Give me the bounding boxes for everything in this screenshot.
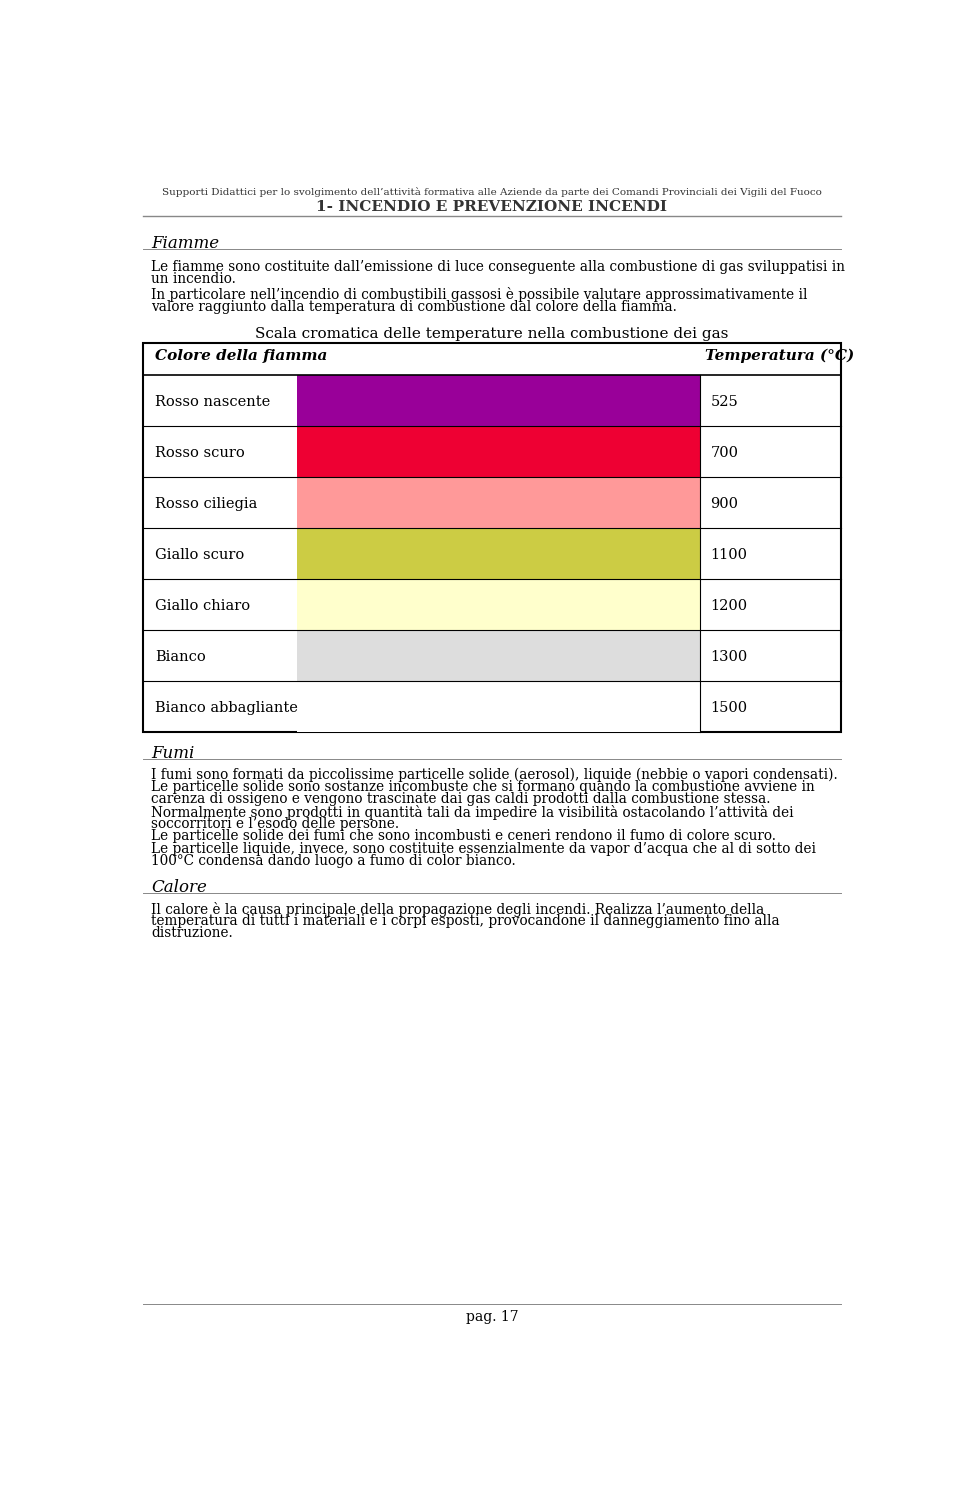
Text: 525: 525 xyxy=(710,395,738,410)
Text: Le particelle liquide, invece, sono costituite essenzialmente da vapor d’acqua c: Le particelle liquide, invece, sono cost… xyxy=(151,842,816,856)
Bar xyxy=(297,375,700,426)
Text: Scala cromatica delle temperature nella combustione dei gas: Scala cromatica delle temperature nella … xyxy=(255,328,729,341)
Text: temperatura di tutti i materiali e i corpi esposti, provocandone il danneggiamen: temperatura di tutti i materiali e i cor… xyxy=(151,914,780,928)
Text: 100°C condensa dando luogo a fumo di color bianco.: 100°C condensa dando luogo a fumo di col… xyxy=(151,854,516,868)
Text: pag. 17: pag. 17 xyxy=(466,1310,518,1324)
Text: distruzione.: distruzione. xyxy=(151,926,232,941)
Text: Rosso nascente: Rosso nascente xyxy=(155,395,270,410)
Text: 1500: 1500 xyxy=(710,702,748,715)
Text: In particolare nell’incendio di combustibili gassosi è possibile valutare appros: In particolare nell’incendio di combusti… xyxy=(151,287,807,302)
Bar xyxy=(297,681,700,733)
Bar xyxy=(143,343,841,733)
Text: Colore della fiamma: Colore della fiamma xyxy=(155,349,327,364)
Text: 1100: 1100 xyxy=(710,549,748,562)
Text: carenza di ossigeno e vengono trascinate dai gas caldi prodotti dalla combustion: carenza di ossigeno e vengono trascinate… xyxy=(151,793,771,806)
Text: Giallo scuro: Giallo scuro xyxy=(155,549,244,562)
Bar xyxy=(297,630,700,681)
Text: Rosso scuro: Rosso scuro xyxy=(155,446,245,461)
Bar xyxy=(297,579,700,630)
Text: Giallo chiaro: Giallo chiaro xyxy=(155,600,250,613)
Text: Normalmente sono prodotti in quantità tali da impedire la visibilità ostacolando: Normalmente sono prodotti in quantità ta… xyxy=(151,805,794,820)
Text: 1300: 1300 xyxy=(710,651,748,664)
Text: valore raggiunto dalla temperatura di combustione dal colore della fiamma.: valore raggiunto dalla temperatura di co… xyxy=(151,299,677,314)
Text: Fumi: Fumi xyxy=(151,745,194,761)
Text: 1200: 1200 xyxy=(710,600,748,613)
Text: Bianco abbagliante: Bianco abbagliante xyxy=(155,702,298,715)
Text: 900: 900 xyxy=(710,497,738,512)
Text: Le particelle solide sono sostanze incombuste che si formano quando la combustio: Le particelle solide sono sostanze incom… xyxy=(151,779,815,794)
Text: 1- INCENDIO E PREVENZIONE INCENDI: 1- INCENDIO E PREVENZIONE INCENDI xyxy=(317,199,667,214)
Text: Bianco: Bianco xyxy=(155,651,205,664)
Text: Rosso ciliegia: Rosso ciliegia xyxy=(155,497,257,512)
Text: I fumi sono formati da piccolissime particelle solide (aerosol), liquide (nebbie: I fumi sono formati da piccolissime part… xyxy=(151,767,838,782)
Text: soccorritori e l’esodo delle persone.: soccorritori e l’esodo delle persone. xyxy=(151,817,399,832)
Bar xyxy=(297,477,700,528)
Bar xyxy=(297,426,700,477)
Text: Calore: Calore xyxy=(151,878,206,896)
Text: Il calore è la causa principale della propagazione degli incendi. Realizza l’aum: Il calore è la causa principale della pr… xyxy=(151,902,764,917)
Text: un incendio.: un incendio. xyxy=(151,272,236,286)
Text: Le particelle solide dei fumi che sono incombusti e ceneri rendono il fumo di co: Le particelle solide dei fumi che sono i… xyxy=(151,829,776,844)
Text: Supporti Didattici per lo svolgimento dell’attività formativa alle Aziende da pa: Supporti Didattici per lo svolgimento de… xyxy=(162,187,822,197)
Text: Temperatura (°C): Temperatura (°C) xyxy=(706,349,854,364)
Text: 700: 700 xyxy=(710,446,738,461)
Text: Fiamme: Fiamme xyxy=(151,235,219,251)
Bar xyxy=(297,528,700,579)
Text: Le fiamme sono costituite dall’emissione di luce conseguente alla combustione di: Le fiamme sono costituite dall’emissione… xyxy=(151,260,845,274)
